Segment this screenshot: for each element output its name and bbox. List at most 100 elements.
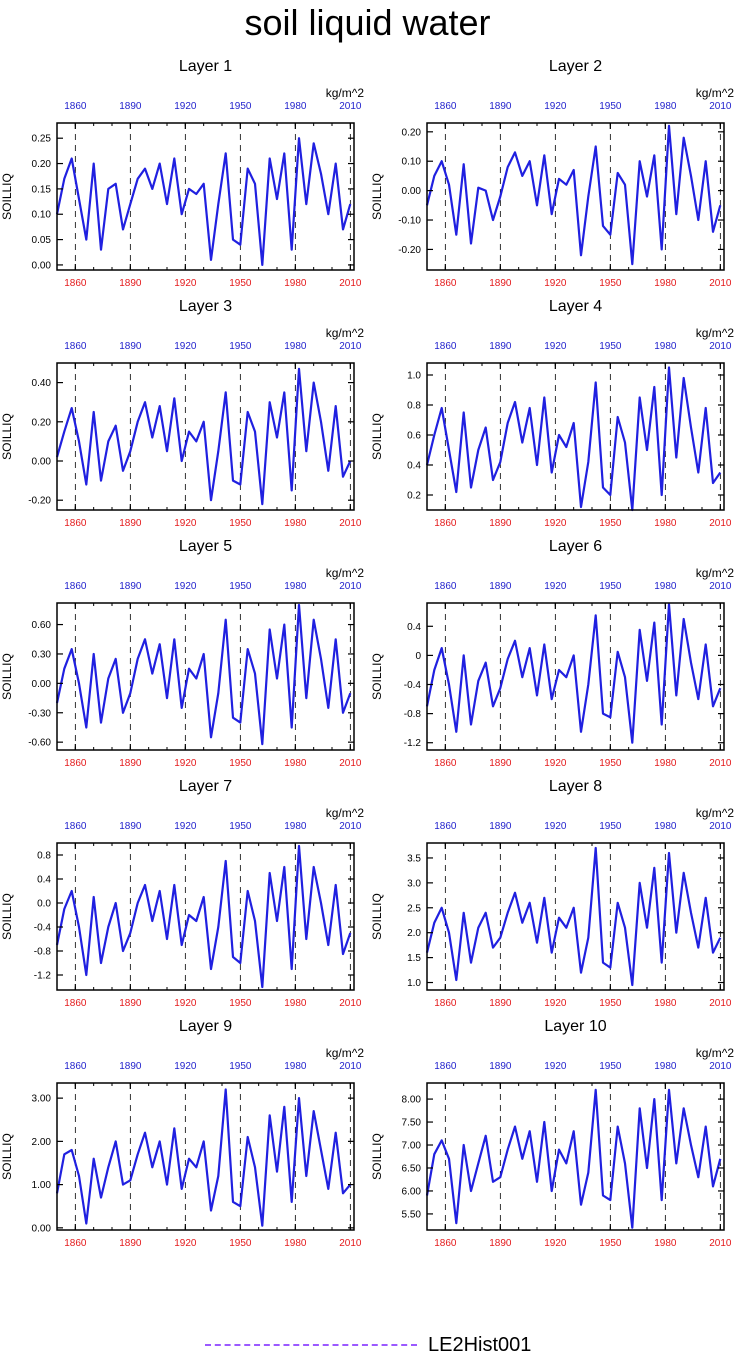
panel-title: Layer 9 — [179, 1018, 232, 1035]
series-line — [55, 137, 352, 266]
y-axis-label: SOILLIQ — [0, 653, 14, 700]
y-tick-label: 0.8 — [407, 401, 421, 412]
x-tick-label-top: 2010 — [339, 101, 362, 112]
x-tick-label-top: 1860 — [64, 341, 87, 352]
units-label: kg/m^2 — [326, 86, 365, 100]
x-tick-label-top: 2010 — [339, 821, 362, 832]
y-tick-label: 0.00 — [32, 457, 52, 468]
legend: LE2Hist001 — [0, 1332, 735, 1358]
panel-title: Layer 6 — [549, 538, 602, 555]
y-axis-label: SOILLIQ — [370, 893, 384, 940]
x-tick-label-bottom: 1860 — [434, 758, 457, 769]
y-tick-label: 0.15 — [32, 184, 52, 195]
series-line — [425, 846, 722, 987]
y-tick-label: 6.00 — [402, 1186, 422, 1197]
x-tick-label-top: 1950 — [229, 821, 252, 832]
x-tick-label-bottom: 1950 — [229, 758, 252, 769]
x-tick-label-bottom: 1980 — [284, 758, 307, 769]
x-tick-label-top: 1950 — [599, 581, 622, 592]
x-tick-label-top: 1920 — [544, 101, 567, 112]
x-tick-label-top: 1860 — [434, 821, 457, 832]
y-tick-label: 0.10 — [402, 157, 422, 168]
y-tick-label: 1.00 — [32, 1180, 52, 1191]
series-line — [55, 1088, 352, 1227]
y-axis-label: SOILLIQ — [0, 893, 14, 940]
x-tick-label-top: 1920 — [544, 821, 567, 832]
x-tick-label-top: 2010 — [709, 581, 732, 592]
x-tick-label-bottom: 1920 — [174, 998, 197, 1009]
chart-panel-layer-3: Layer 3 kg/m^2 SOILLIQ 1860 1860 1890 1890 1920… — [0, 298, 364, 529]
x-tick-label-bottom: 2010 — [339, 1238, 362, 1249]
x-tick-label-bottom: 1980 — [654, 518, 677, 529]
x-tick-label-top: 1980 — [284, 101, 307, 112]
x-tick-label-bottom: 1920 — [174, 758, 197, 769]
y-tick-label: -0.8 — [404, 709, 422, 720]
units-label: kg/m^2 — [696, 806, 735, 820]
plot-frame — [426, 842, 725, 991]
x-tick-label-bottom: 2010 — [709, 518, 732, 529]
x-tick-label-top: 1980 — [284, 341, 307, 352]
x-tick-label-bottom: 2010 — [339, 998, 362, 1009]
chart-panel-layer-4: Layer 4 kg/m^2 SOILLIQ 1860 1860 1890 1890 1920… — [370, 298, 734, 529]
x-tick-label-bottom: 1920 — [174, 518, 197, 529]
x-tick-label-bottom: 1860 — [64, 278, 87, 289]
x-tick-label-bottom: 1950 — [229, 1238, 252, 1249]
y-tick-label: 0.10 — [32, 210, 52, 221]
x-tick-label-bottom: 1980 — [654, 998, 677, 1009]
panel-title: Layer 5 — [179, 538, 232, 555]
x-tick-label-bottom: 2010 — [339, 278, 362, 289]
panel-title: Layer 8 — [549, 778, 602, 795]
units-label: kg/m^2 — [326, 1046, 365, 1060]
x-tick-label-bottom: 1950 — [229, 278, 252, 289]
y-tick-label: 7.00 — [402, 1141, 422, 1152]
y-tick-label: 0.25 — [32, 134, 52, 145]
units-label: kg/m^2 — [326, 806, 365, 820]
y-tick-label: 0.00 — [32, 1223, 52, 1234]
x-tick-label-top: 1950 — [599, 821, 622, 832]
x-tick-label-bottom: 1860 — [434, 1238, 457, 1249]
y-tick-label: 0.00 — [32, 679, 52, 690]
units-label: kg/m^2 — [326, 326, 365, 340]
y-axis-label: SOILLIQ — [370, 173, 384, 220]
x-tick-label-bottom: 2010 — [709, 758, 732, 769]
plot-frame — [56, 842, 355, 991]
x-tick-label-top: 2010 — [709, 821, 732, 832]
x-tick-label-bottom: 1920 — [544, 998, 567, 1009]
x-tick-label-top: 1950 — [599, 1061, 622, 1072]
x-tick-label-bottom: 1980 — [284, 278, 307, 289]
legend-label: LE2Hist001 — [428, 1334, 532, 1356]
x-tick-label-bottom: 1950 — [599, 278, 622, 289]
x-tick-label-bottom: 1920 — [544, 758, 567, 769]
x-tick-label-top: 1950 — [229, 101, 252, 112]
y-tick-label: 2.00 — [32, 1137, 52, 1148]
y-tick-label: -0.30 — [28, 708, 51, 719]
y-tick-label: -0.20 — [28, 496, 51, 507]
x-tick-label-top: 1920 — [174, 1061, 197, 1072]
x-tick-label-top: 1860 — [64, 101, 87, 112]
y-tick-label: 0.20 — [32, 417, 52, 428]
x-tick-label-top: 1890 — [489, 101, 512, 112]
y-tick-label: 8.00 — [402, 1095, 422, 1106]
plot-frame — [56, 1082, 355, 1231]
y-axis-label: SOILLIQ — [370, 413, 384, 460]
y-tick-label: 0.20 — [402, 127, 422, 138]
y-tick-label: 7.50 — [402, 1118, 422, 1129]
y-tick-label: -0.10 — [398, 216, 421, 227]
x-tick-label-top: 1980 — [654, 1061, 677, 1072]
y-axis-label: SOILLIQ — [0, 173, 14, 220]
x-tick-label-bottom: 1950 — [229, 518, 252, 529]
x-tick-label-top: 2010 — [339, 581, 362, 592]
plot-frame — [426, 1082, 725, 1231]
x-tick-label-top: 1950 — [599, 341, 622, 352]
chart-panel-layer-5: Layer 5 kg/m^2 SOILLIQ 1860 1860 1890 1890 1920… — [0, 538, 364, 769]
x-tick-label-bottom: 1890 — [119, 1238, 142, 1249]
plot-frame — [56, 122, 355, 271]
x-tick-label-top: 1980 — [284, 821, 307, 832]
units-label: kg/m^2 — [696, 566, 735, 580]
y-tick-label: -0.60 — [28, 738, 51, 749]
x-tick-label-bottom: 2010 — [339, 518, 362, 529]
y-tick-label: 0.20 — [32, 159, 52, 170]
x-tick-label-bottom: 1920 — [544, 1238, 567, 1249]
x-tick-label-bottom: 1980 — [654, 278, 677, 289]
plot-frame — [56, 602, 355, 751]
